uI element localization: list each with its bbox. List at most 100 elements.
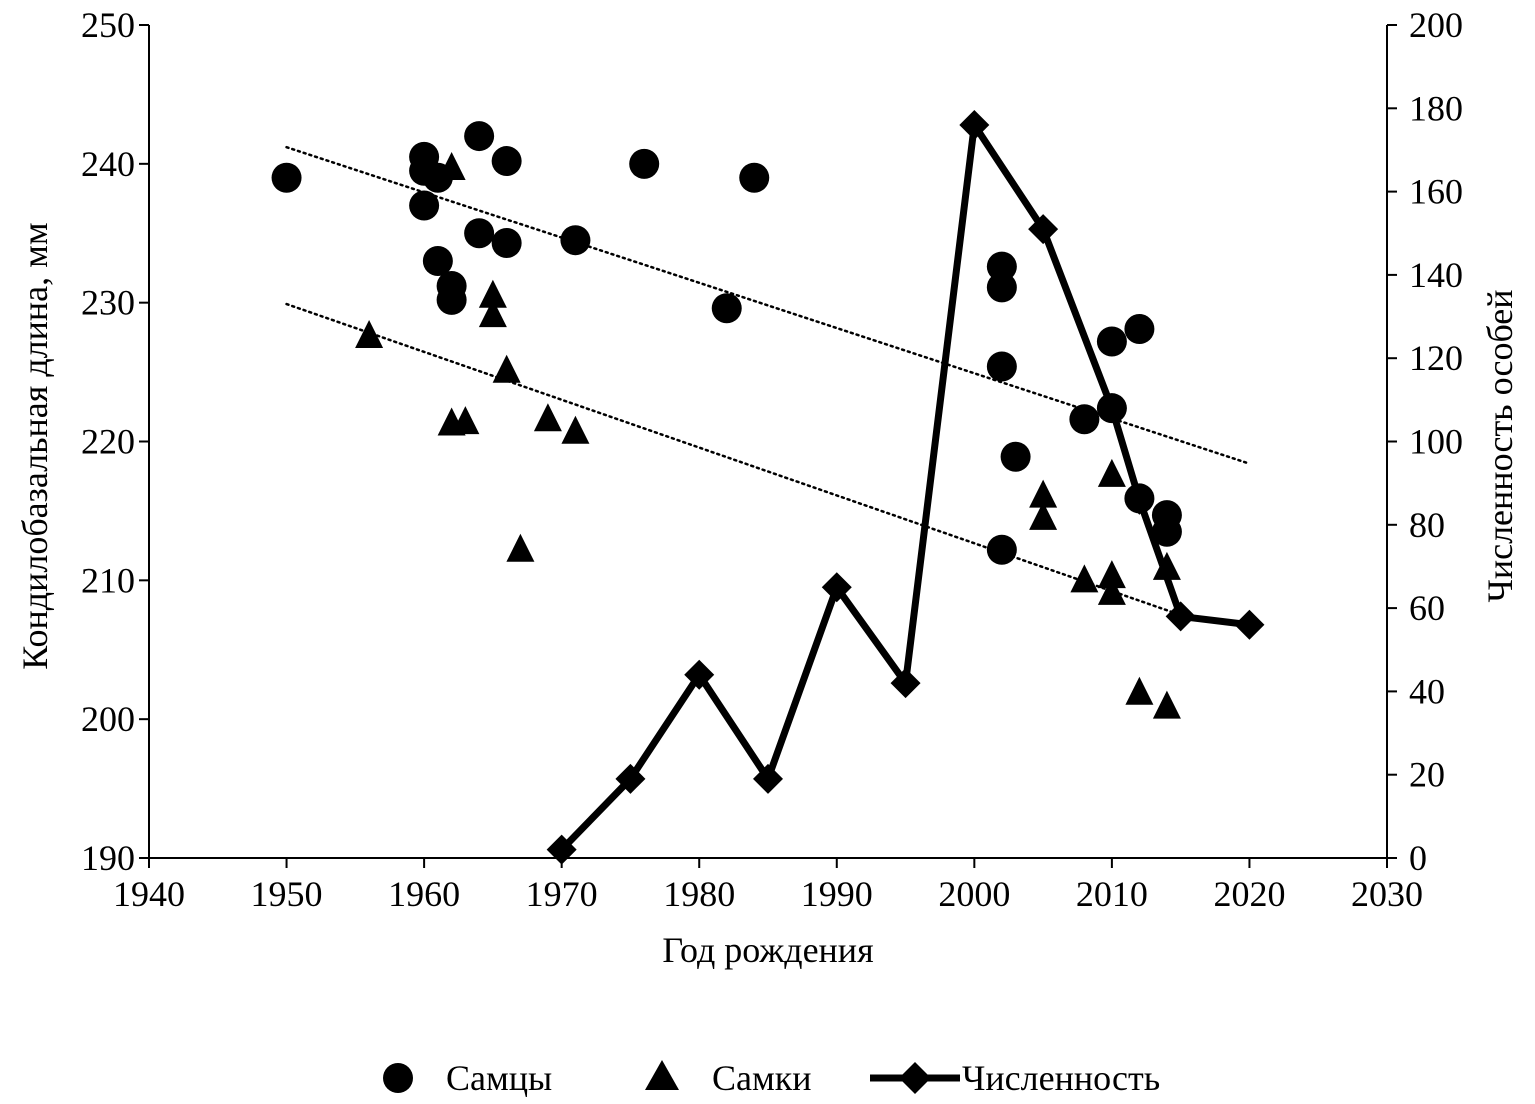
x-axis-title: Год рождения [662,930,873,970]
population-point [1096,393,1127,424]
y2-tick-label: 100 [1409,422,1463,462]
male-point [1069,404,1100,435]
y-tick-label: 190 [81,838,135,878]
male-point [986,272,1017,303]
female-point [1125,676,1154,705]
legend-circle-marker [383,1063,413,1093]
male-point [986,534,1017,565]
legend-item-population: Численность [870,1058,1160,1098]
female-point [561,415,590,444]
y-tick-label: 230 [81,283,135,323]
female-point [451,406,480,435]
population-point [1234,609,1265,640]
y2-tick-label: 120 [1409,338,1463,378]
y-tick-label: 220 [81,422,135,462]
population-point [890,668,921,699]
population-point [615,763,646,794]
legend-label-population: Численность [962,1058,1160,1098]
y-tick-label: 200 [81,699,135,739]
trendlines [285,145,1251,617]
male-point [629,148,660,179]
trendline [285,145,1251,465]
x-tick-label: 1980 [663,874,735,914]
female-point [1152,690,1181,719]
population-point [1165,601,1196,632]
population-point [959,109,990,140]
y2-tick-label: 80 [1409,505,1445,545]
population-point [753,763,783,794]
female-point [492,354,521,383]
female-point [1152,551,1181,580]
legend-label-males: Самцы [446,1058,552,1098]
female-point [437,151,466,180]
female-point [478,279,507,308]
female-point [1097,576,1126,605]
y-axis-title: Кондилобазальная длина, мм [15,222,55,669]
male-point [739,162,770,193]
population-point [546,834,577,865]
population-point [684,659,715,690]
y2-tick-label: 140 [1409,255,1463,295]
x-tick-label: 1950 [251,874,323,914]
legend-item-females: Самки [645,1058,812,1098]
legend-item-males: Самцы [383,1058,552,1098]
population-line [559,115,1250,853]
female-point [533,403,562,432]
trendline [285,302,1182,617]
series-line-layer [559,115,1250,853]
x-tick-label: 1990 [801,874,873,914]
male-point [422,246,453,277]
male-point [986,351,1017,382]
male-point [1000,441,1031,472]
male-point [464,121,495,152]
female-point [1029,479,1058,508]
female-point [506,533,535,562]
male-point [560,225,591,256]
y-tick-label: 250 [81,5,135,45]
female-point [355,319,384,348]
x-tick-label: 1970 [526,874,598,914]
y-tick-label: 210 [81,560,135,600]
y2-tick-label: 20 [1409,755,1445,795]
male-point [1096,326,1127,357]
marker-layer [271,109,1265,865]
legend: Самцы Самки Численность [383,1058,1160,1098]
population-point [821,572,852,603]
legend-triangle-marker [645,1060,679,1090]
male-point [491,146,522,177]
female-point [1097,458,1126,487]
y2-tick-label: 0 [1409,838,1427,878]
y2-tick-label: 180 [1409,88,1463,128]
male-point [1151,516,1182,547]
legend-label-females: Самки [712,1058,812,1098]
male-point [271,162,302,193]
y2-tick-label: 200 [1409,5,1463,45]
male-point [711,293,742,324]
population-point [1124,484,1155,515]
x-tick-label: 1940 [113,874,185,914]
male-point [986,251,1017,282]
x-tick-label: 2010 [1076,874,1148,914]
plot-frame [148,25,1388,859]
female-point [1029,501,1058,530]
female-point [478,299,507,328]
y2-tick-label: 160 [1409,172,1463,212]
y2-axis-title: Численность особей [1480,289,1520,602]
male-point [491,227,522,258]
x-tick-label: 1960 [388,874,460,914]
x-tick-label: 2020 [1213,874,1285,914]
male-point [436,284,467,315]
x-tick-label: 2000 [938,874,1010,914]
x-tick-label: 2030 [1351,874,1423,914]
y-tick-label: 240 [81,144,135,184]
male-point [464,218,495,249]
female-point [1097,560,1126,589]
y2-tick-label: 60 [1409,588,1445,628]
male-point [409,190,440,221]
legend-diamond-marker [899,1062,931,1094]
y2-tick-label: 40 [1409,671,1445,711]
tick-layer: 1940 1950 1960 1970 1980 1990 2000 2010 2020 2030… [81,5,1463,914]
female-point [1070,564,1099,593]
population-point [1028,214,1059,245]
